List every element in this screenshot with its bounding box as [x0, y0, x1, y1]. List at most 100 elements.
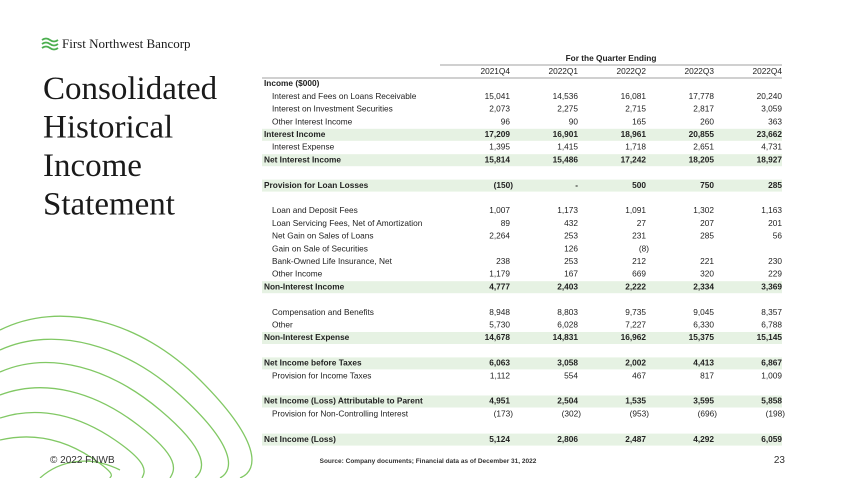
column-header: 2022Q3: [684, 66, 714, 76]
cell: 1,302: [693, 205, 714, 215]
cell: 2,073: [489, 104, 510, 114]
cell: 500: [632, 180, 646, 190]
cell: 3,595: [693, 396, 714, 406]
row-label: Loan and Deposit Fees: [272, 205, 358, 215]
cell: 6,867: [761, 358, 782, 368]
cell: 5,124: [489, 434, 510, 444]
row-label: Non-Interest Expense: [264, 332, 350, 342]
cell: 1,415: [557, 142, 578, 152]
cell: 238: [496, 256, 510, 266]
cell: 2,002: [625, 358, 646, 368]
cell: 285: [768, 180, 782, 190]
title-line: Consolidated: [43, 71, 218, 107]
row-label: Gain on Sale of Securities: [272, 243, 368, 253]
row-shade: [262, 281, 782, 294]
cell: (8): [639, 243, 649, 253]
cell: 2,651: [693, 142, 714, 152]
column-header: 2021Q4: [480, 66, 510, 76]
cell: 5,858: [761, 396, 782, 406]
cell: 2,715: [625, 104, 646, 114]
cell: 14,536: [553, 91, 579, 101]
cell: 14,678: [485, 332, 511, 342]
cell: 2,334: [693, 281, 714, 291]
cell: 4,292: [693, 434, 714, 444]
cell: 363: [768, 116, 782, 126]
row-shade: [262, 332, 782, 344]
cell: 17,242: [621, 154, 647, 164]
cell: 2,222: [625, 281, 646, 291]
cell: 165: [632, 116, 646, 126]
logo-icon: [41, 37, 59, 51]
cell: 212: [632, 256, 646, 266]
cell: 8,357: [761, 307, 782, 317]
cell: 4,777: [489, 281, 510, 291]
title-line: Statement: [43, 187, 175, 223]
row-label: Provision for Non-Controlling Interest: [272, 408, 409, 418]
cell: 6,330: [693, 319, 714, 329]
row-label: Other Interest Income: [272, 116, 353, 126]
cell: 16,081: [621, 91, 647, 101]
cell: 16,962: [621, 332, 647, 342]
cell: 1,163: [761, 205, 782, 215]
row-label: Net Income (Loss): [264, 434, 336, 444]
cell: 1,173: [557, 205, 578, 215]
cell: 432: [564, 218, 578, 228]
cell: 6,028: [557, 319, 578, 329]
cell: 2,806: [557, 434, 578, 444]
cell: 2,275: [557, 104, 578, 114]
cell: 554: [564, 370, 578, 380]
cell: 1,395: [489, 142, 510, 152]
cell: 15,814: [485, 154, 511, 164]
cell: 15,145: [757, 332, 783, 342]
cell: 9,045: [693, 307, 714, 317]
title-line: Historical: [43, 110, 173, 146]
copyright: © 2022 FNWB: [50, 455, 115, 466]
cell: 229: [768, 269, 782, 279]
cell: 1,091: [625, 205, 646, 215]
row-label: Other: [272, 319, 293, 329]
cell: 7,227: [625, 319, 646, 329]
cell: 6,063: [489, 358, 510, 368]
cell: 15,486: [553, 154, 579, 164]
cell: 3,059: [761, 104, 782, 114]
cell: 27: [637, 218, 647, 228]
cell: 1,009: [761, 370, 782, 380]
cell: 96: [501, 116, 511, 126]
cell: 750: [700, 180, 714, 190]
cell: 2,817: [693, 104, 714, 114]
cell: 18,961: [621, 129, 647, 139]
cell: 16,901: [553, 129, 579, 139]
cell: 6,788: [761, 319, 782, 329]
cell: 167: [564, 269, 578, 279]
cell: 15,041: [485, 91, 511, 101]
decoration: [0, 315, 253, 478]
cell: 285: [700, 231, 714, 241]
row-label: Interest on Investment Securities: [272, 104, 393, 114]
row-label: Net Gain on Sales of Loans: [272, 231, 373, 241]
cell: 320: [700, 269, 714, 279]
cell: 6,059: [761, 434, 782, 444]
row-shade: [262, 128, 782, 141]
row-label: Provision for Loan Losses: [264, 180, 369, 190]
row-label: Interest and Fees on Loans Receivable: [272, 91, 417, 101]
cell: 1,535: [625, 396, 646, 406]
column-header: 2022Q1: [548, 66, 578, 76]
row-label: Interest Expense: [272, 142, 335, 152]
row-shade: [262, 395, 782, 408]
cell: 18,927: [757, 154, 783, 164]
cell: 817: [700, 370, 714, 380]
cell: (696): [698, 408, 718, 418]
cell: 8,948: [489, 307, 510, 317]
cell: (173): [494, 408, 514, 418]
cell: 17,209: [485, 129, 511, 139]
source-note: Source: Company documents; Financial dat…: [320, 458, 537, 465]
cell: 15,375: [689, 332, 715, 342]
row-label: Interest Income: [264, 129, 326, 139]
row-label: Non-Interest Income: [264, 281, 345, 291]
cell: (953): [630, 408, 650, 418]
row-label: Other Income: [272, 269, 323, 279]
row-label: Provision for Income Taxes: [272, 370, 371, 380]
cell: 253: [564, 231, 578, 241]
cell: 207: [700, 218, 714, 228]
